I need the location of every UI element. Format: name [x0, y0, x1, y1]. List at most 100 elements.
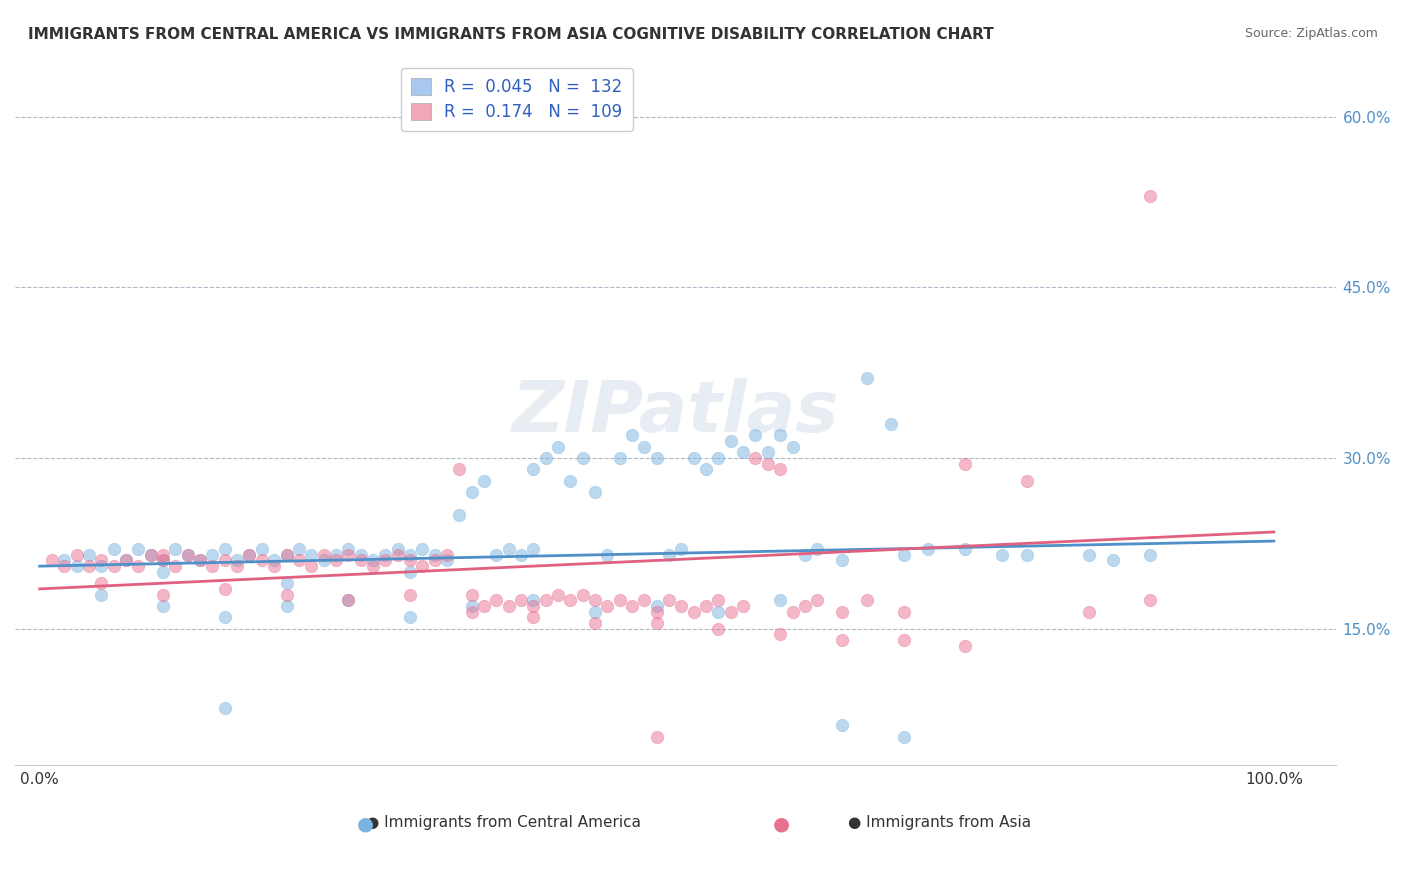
Point — [276, 548, 298, 562]
Text: ● Immigrants from Central America: ● Immigrants from Central America — [366, 814, 641, 830]
Point — [276, 599, 298, 613]
Point — [769, 627, 792, 641]
Point — [571, 450, 593, 465]
Point — [53, 553, 76, 567]
Point — [460, 605, 482, 619]
Point — [855, 371, 877, 385]
Point — [720, 434, 742, 448]
Point — [299, 548, 322, 562]
Point — [276, 548, 298, 562]
Point — [583, 593, 606, 607]
Point — [127, 559, 149, 574]
Point — [880, 417, 903, 431]
Point — [460, 588, 482, 602]
Point — [312, 548, 335, 562]
Point — [263, 559, 285, 574]
Point — [53, 559, 76, 574]
Point — [806, 593, 828, 607]
Point — [288, 553, 311, 567]
Point — [510, 548, 533, 562]
Point — [893, 548, 915, 562]
Point — [90, 553, 112, 567]
Text: ● Immigrants from Asia: ● Immigrants from Asia — [848, 814, 1031, 830]
Point — [547, 440, 569, 454]
Point — [276, 588, 298, 602]
Point — [152, 553, 174, 567]
Point — [769, 428, 792, 442]
Point — [1077, 548, 1099, 562]
Point — [152, 553, 174, 567]
Point — [127, 542, 149, 557]
Point — [103, 559, 125, 574]
Point — [374, 548, 396, 562]
Point — [90, 576, 112, 591]
Point — [534, 450, 557, 465]
Point — [449, 462, 471, 476]
Point — [1139, 189, 1161, 203]
Point — [571, 588, 593, 602]
Point — [226, 553, 249, 567]
Point — [90, 588, 112, 602]
Point — [955, 457, 977, 471]
Point — [423, 553, 446, 567]
Point — [707, 450, 730, 465]
Point — [498, 542, 520, 557]
Point — [177, 548, 200, 562]
Point — [337, 548, 360, 562]
Point — [449, 508, 471, 522]
Point — [560, 593, 582, 607]
Point — [66, 559, 89, 574]
Point — [707, 622, 730, 636]
Text: ●: ● — [357, 814, 374, 834]
Point — [436, 548, 458, 562]
Point — [399, 548, 422, 562]
Point — [226, 559, 249, 574]
Point — [645, 605, 668, 619]
Text: ●: ● — [772, 814, 789, 834]
Point — [596, 599, 619, 613]
Point — [238, 548, 260, 562]
Point — [756, 445, 779, 459]
Point — [596, 548, 619, 562]
Point — [658, 548, 681, 562]
Point — [682, 605, 704, 619]
Point — [633, 593, 655, 607]
Point — [1139, 593, 1161, 607]
Point — [671, 599, 693, 613]
Point — [399, 588, 422, 602]
Point — [152, 599, 174, 613]
Point — [90, 559, 112, 574]
Point — [756, 457, 779, 471]
Point — [583, 605, 606, 619]
Point — [411, 542, 433, 557]
Point — [534, 593, 557, 607]
Point — [201, 548, 224, 562]
Point — [769, 593, 792, 607]
Point — [139, 548, 162, 562]
Point — [399, 565, 422, 579]
Point — [152, 565, 174, 579]
Legend: R =  0.045   N =  132, R =  0.174   N =  109: R = 0.045 N = 132, R = 0.174 N = 109 — [401, 68, 633, 131]
Point — [645, 615, 668, 630]
Point — [733, 445, 755, 459]
Point — [831, 633, 853, 648]
Point — [547, 588, 569, 602]
Point — [152, 548, 174, 562]
Point — [498, 599, 520, 613]
Point — [374, 553, 396, 567]
Point — [214, 542, 236, 557]
Point — [1015, 548, 1038, 562]
Point — [288, 542, 311, 557]
Point — [510, 593, 533, 607]
Point — [188, 553, 211, 567]
Point — [423, 548, 446, 562]
Point — [214, 701, 236, 715]
Point — [460, 599, 482, 613]
Point — [707, 593, 730, 607]
Point — [103, 542, 125, 557]
Point — [806, 542, 828, 557]
Point — [250, 542, 273, 557]
Point — [399, 610, 422, 624]
Point — [782, 605, 804, 619]
Point — [621, 599, 644, 613]
